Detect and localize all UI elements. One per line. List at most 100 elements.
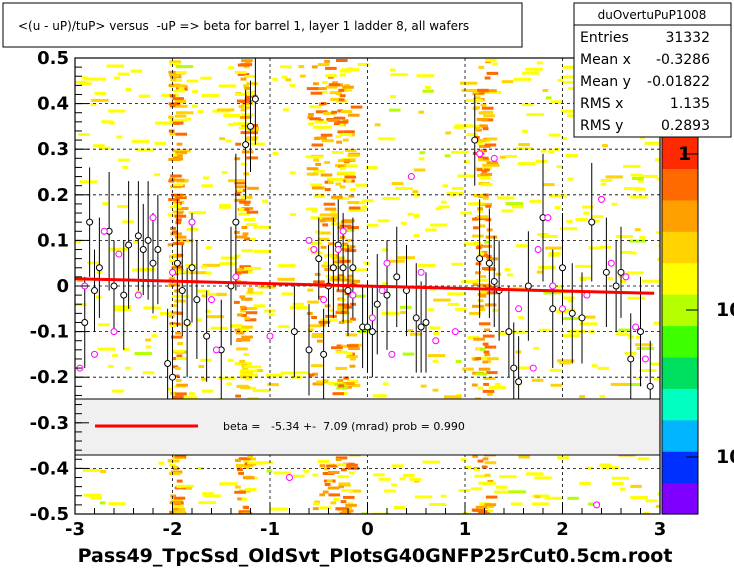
palette-step [662,457,698,465]
heatmap-cell [91,98,109,102]
heatmap-cell [419,151,426,155]
data-point-black [144,236,152,244]
heatmap-cell [634,187,646,191]
heatmap-cell [457,174,475,178]
data-point-black [178,287,186,295]
heatmap-cell [169,60,182,64]
heatmap-cell [322,490,329,494]
palette-step [662,501,698,509]
heatmap-cell [507,273,513,277]
palette-step [662,344,698,352]
palette-step [662,375,698,383]
heatmap-cell [474,166,493,170]
heatmap-cell [252,389,271,393]
data-point-black [149,259,157,267]
heatmap-cell [600,179,613,182]
heatmap-cell [599,463,611,467]
heatmap-cell [116,135,123,139]
heatmap-cell [482,156,489,160]
heatmap-cell [477,386,484,390]
heatmap-cell [238,457,251,461]
palette-step [662,363,698,371]
heatmap-cell [325,66,337,70]
heatmap-cell [171,153,183,157]
heatmap-cell [327,278,334,282]
data-point-black [646,382,654,390]
heatmap-cell [482,127,489,131]
fit-line [74,277,655,295]
heatmap-cell [363,261,370,265]
heatmap-cell [247,455,253,459]
heatmap-cell [84,77,102,81]
heatmap-cell [357,63,369,66]
heatmap-cell [314,272,321,276]
heatmap-cell [373,473,385,477]
heatmap-cell [399,477,406,481]
data-point-black [134,232,142,240]
heatmap-cell [216,108,235,112]
data-point-magenta [115,250,123,258]
heatmap-cell [560,109,579,113]
heatmap-cell [241,335,253,339]
heatmap-cell [485,495,498,499]
heatmap-cell [321,264,333,268]
heatmap-cell [338,123,345,127]
heatmap-cell [173,149,191,153]
heatmap-cell [240,131,247,135]
heatmap-cell [327,486,340,490]
heatmap-cell [460,458,467,462]
heatmap-cell [607,277,614,281]
heatmap-cell [170,494,177,498]
heatmap-cell [223,114,241,117]
heatmap-cell [348,294,366,298]
heatmap-cell [176,354,183,358]
heatmap-cell [447,302,460,306]
data-point-black [612,282,620,290]
heatmap-cell [246,373,259,377]
heatmap-cell [241,497,248,501]
heatmap-cell [372,394,385,398]
data-point-black [344,287,352,295]
heatmap-cell [579,481,591,485]
heatmap-cell [433,298,451,302]
heatmap-cell [244,75,256,78]
heatmap-cell [331,195,343,199]
heatmap-cell [550,383,563,387]
heatmap-cell [326,464,338,468]
heatmap-cell [172,268,184,272]
heatmap-cell [172,97,184,101]
data-point-black [373,300,381,308]
heatmap-cell [539,328,551,332]
heatmap-cell [170,78,177,82]
heatmap-cell [234,362,253,366]
data-point-black [110,282,118,290]
data-point-magenta [169,268,176,276]
x-tick-label: 3 [654,519,667,540]
heatmap-cell [336,289,348,293]
palette-step [662,243,698,251]
y-tick-label: -0.1 [30,322,69,343]
heatmap-cell [393,506,406,509]
data-point-magenta [388,350,396,358]
heatmap-cell [310,241,323,245]
heatmap-cell [332,81,338,85]
heatmap-cell [324,207,337,211]
palette-step [662,199,698,207]
heatmap-cell [482,389,495,393]
heatmap-cell [168,102,181,106]
heatmap-cell [170,232,182,236]
heatmap-cell [484,240,491,244]
heatmap-cell [324,180,331,184]
heatmap-cell [643,512,650,514]
heatmap-cell [361,512,367,514]
heatmap-cell [311,333,324,336]
heatmap-cell [319,464,326,468]
heatmap-cell [340,305,353,309]
heatmap-cell [175,65,194,69]
stats-label: RMS x [580,96,623,112]
heatmap-cell [382,248,388,252]
heatmap-cell [420,384,427,388]
heatmap-cell [201,184,213,188]
heatmap-cell [219,205,231,209]
heatmap-cell [474,467,481,471]
